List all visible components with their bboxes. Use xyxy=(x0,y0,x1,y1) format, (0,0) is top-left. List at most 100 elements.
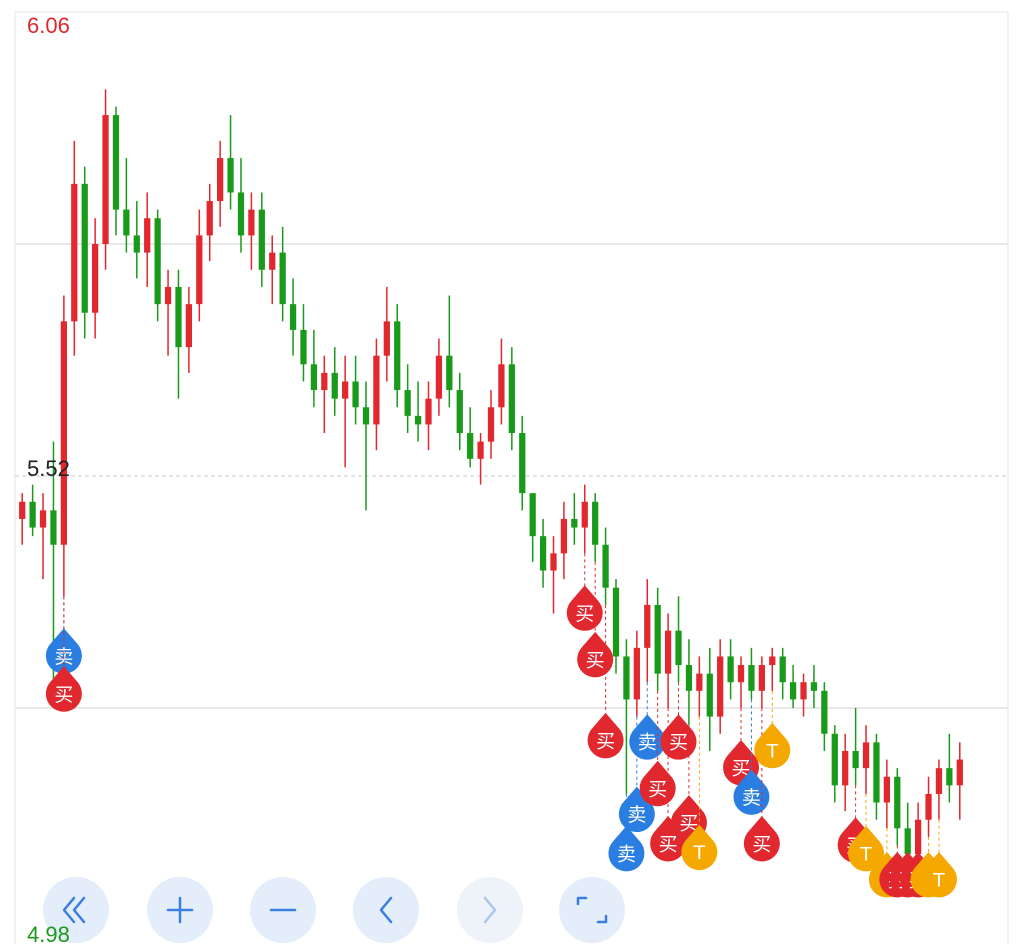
candle-body xyxy=(925,793,932,820)
candle-body xyxy=(29,501,36,528)
candle-body xyxy=(852,750,859,769)
button-first[interactable] xyxy=(43,877,109,943)
candle-body xyxy=(717,656,724,717)
candle-body xyxy=(612,587,620,657)
marker-label: 买 xyxy=(596,730,615,752)
candle-body xyxy=(571,518,578,528)
candle-body xyxy=(685,665,693,691)
candle-body xyxy=(300,329,307,365)
candle-body xyxy=(810,682,818,691)
candle-body xyxy=(623,656,630,700)
marker-pin xyxy=(733,769,770,815)
marker-label: 卖 xyxy=(638,732,657,754)
candle-body xyxy=(560,518,568,554)
candle-body xyxy=(696,673,703,691)
candle-body xyxy=(935,768,943,794)
candle-body xyxy=(581,501,588,528)
marker-pin xyxy=(660,714,697,760)
candle-body xyxy=(144,218,151,253)
marker-label: T xyxy=(859,843,872,865)
trade-marker: T xyxy=(681,824,718,871)
marker-pin xyxy=(681,824,718,871)
trade-marker: T xyxy=(920,852,957,898)
candle-body xyxy=(498,364,505,408)
candle-body xyxy=(133,235,140,253)
candle-body xyxy=(39,510,47,528)
candle-body xyxy=(258,209,265,270)
button-zoom-out[interactable] xyxy=(250,877,316,943)
marker-pin xyxy=(587,712,624,759)
marker-pin xyxy=(45,666,82,712)
candle-body xyxy=(19,501,26,519)
marker-pin xyxy=(608,825,645,872)
candle-body xyxy=(425,398,432,425)
plot: 卖买买买买卖卖卖买买买买T买卖买T买TT买买买TT xyxy=(15,89,1008,898)
candle-body xyxy=(779,656,786,683)
marker-pin xyxy=(848,825,885,872)
candle-body xyxy=(102,115,109,244)
button-prev[interactable] xyxy=(353,877,419,943)
candle-body xyxy=(446,355,453,391)
candle-body xyxy=(602,544,609,588)
marker-label: 买 xyxy=(575,603,594,625)
candle-body xyxy=(904,828,911,855)
candle-body xyxy=(675,630,682,666)
candle-body xyxy=(633,647,640,700)
candle-body xyxy=(123,209,130,236)
marker-label: T xyxy=(693,842,706,864)
marker-pin xyxy=(577,631,614,678)
button-zoom-in[interactable] xyxy=(147,877,213,943)
trade-marker: T xyxy=(848,825,885,872)
candle-body xyxy=(862,742,870,769)
candle-body xyxy=(164,286,172,305)
button-fullscreen[interactable] xyxy=(559,877,625,943)
marker-label: 买 xyxy=(679,813,698,835)
marker-label: 买 xyxy=(586,649,605,671)
trade-marker: 买 xyxy=(577,631,614,678)
candle-body xyxy=(112,115,120,210)
candle-body xyxy=(269,252,276,270)
candle-body xyxy=(487,407,495,442)
marker-label: 买 xyxy=(669,732,688,754)
trade-marker: 买 xyxy=(587,712,624,759)
y-tick-label: 6.06 xyxy=(27,13,70,38)
candle-body xyxy=(821,690,828,734)
candle-body xyxy=(321,372,328,391)
marker-label: 卖 xyxy=(617,843,636,865)
candle-body xyxy=(769,656,776,666)
candle-body xyxy=(914,819,922,855)
candle-body xyxy=(727,656,734,683)
candle-body xyxy=(894,776,901,829)
candle-body xyxy=(508,364,515,434)
trade-marker: 卖 xyxy=(733,769,770,815)
marker-pin xyxy=(566,585,603,631)
candle-body xyxy=(842,750,849,786)
candle-body xyxy=(644,604,651,648)
candle-body xyxy=(71,183,78,322)
candle-body xyxy=(550,553,557,571)
candle-body xyxy=(477,441,484,459)
marker-label: T xyxy=(765,740,778,762)
marker-label: 卖 xyxy=(742,787,761,809)
candle-body xyxy=(50,510,57,545)
candle-body xyxy=(946,768,953,786)
button-next[interactable] xyxy=(457,877,523,943)
candle-body xyxy=(873,742,880,803)
marker-label: 卖 xyxy=(627,804,646,826)
candle-body xyxy=(592,501,599,545)
candle-body xyxy=(519,433,526,494)
candle-body xyxy=(373,355,380,425)
candle-body xyxy=(394,321,401,391)
candle-body xyxy=(92,244,99,313)
chart-frame xyxy=(14,11,1009,949)
candle-body xyxy=(342,381,349,399)
candle-body xyxy=(279,252,286,305)
candle-body xyxy=(237,192,245,236)
candle-body xyxy=(185,304,193,348)
trade-marker: 卖 xyxy=(608,825,645,872)
candle-body xyxy=(60,321,68,545)
candle-body xyxy=(654,604,661,674)
candle-body xyxy=(529,493,536,537)
marker-pin xyxy=(754,722,791,769)
